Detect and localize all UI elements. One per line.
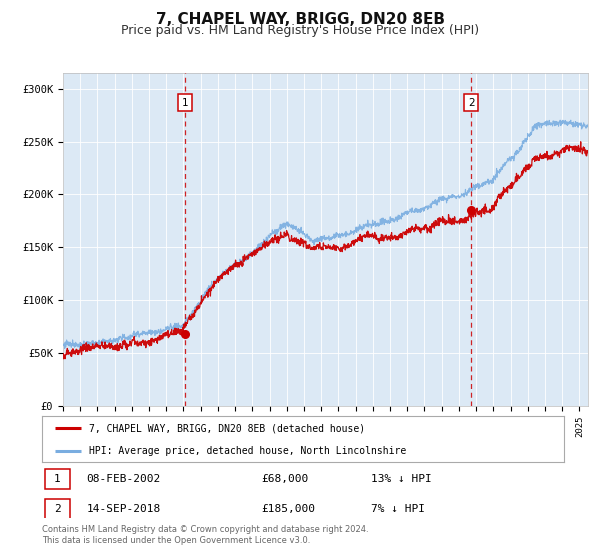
Text: 13% ↓ HPI: 13% ↓ HPI — [371, 474, 431, 484]
Text: 7, CHAPEL WAY, BRIGG, DN20 8EB: 7, CHAPEL WAY, BRIGG, DN20 8EB — [155, 12, 445, 27]
Text: 1: 1 — [54, 474, 61, 484]
Text: £185,000: £185,000 — [261, 504, 315, 514]
Text: 7% ↓ HPI: 7% ↓ HPI — [371, 504, 425, 514]
Text: 2: 2 — [468, 98, 475, 108]
FancyBboxPatch shape — [44, 499, 70, 519]
Text: HPI: Average price, detached house, North Lincolnshire: HPI: Average price, detached house, Nort… — [89, 446, 406, 455]
FancyBboxPatch shape — [44, 469, 70, 489]
Text: 14-SEP-2018: 14-SEP-2018 — [86, 504, 161, 514]
Text: 2: 2 — [54, 504, 61, 514]
Text: 1: 1 — [182, 98, 188, 108]
Text: 7, CHAPEL WAY, BRIGG, DN20 8EB (detached house): 7, CHAPEL WAY, BRIGG, DN20 8EB (detached… — [89, 423, 365, 433]
Text: Contains HM Land Registry data © Crown copyright and database right 2024.
This d: Contains HM Land Registry data © Crown c… — [42, 525, 368, 545]
Text: 08-FEB-2002: 08-FEB-2002 — [86, 474, 161, 484]
Text: Price paid vs. HM Land Registry's House Price Index (HPI): Price paid vs. HM Land Registry's House … — [121, 24, 479, 36]
Text: £68,000: £68,000 — [261, 474, 308, 484]
